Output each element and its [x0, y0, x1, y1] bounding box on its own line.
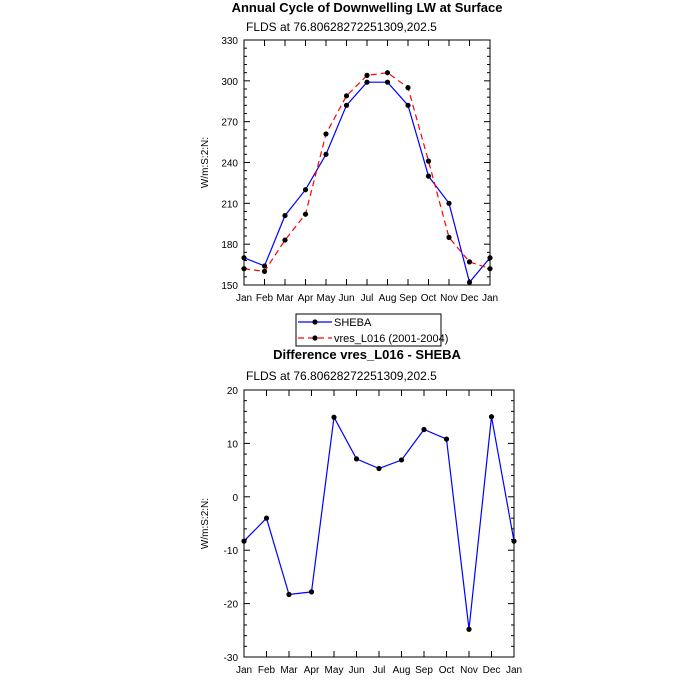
x-tick-label: Jan [236, 665, 252, 676]
x-tick-label: Oct [421, 293, 437, 304]
x-tick-label: Jun [348, 665, 364, 676]
series-line-1 [243, 415, 515, 630]
x-tick-label: Dec [461, 293, 479, 304]
data-point [384, 70, 391, 76]
x-tick-label: Oct [439, 665, 455, 676]
y-tick-label: -10 [224, 546, 239, 557]
x-tick-label: Dec [483, 665, 501, 676]
data-point [466, 259, 473, 265]
data-point [425, 158, 432, 164]
y-tick-label: 180 [221, 240, 238, 251]
y-tick-label: 10 [227, 439, 239, 450]
x-tick-label: May [325, 665, 344, 676]
data-point [443, 436, 450, 442]
data-point [282, 212, 288, 219]
data-point [487, 255, 493, 261]
x-tick-label: Jun [338, 293, 354, 304]
legend-box [295, 313, 442, 347]
chart-2: Difference vres_L016 - SHEBA FLDS at 76.8… [200, 347, 522, 676]
chart-subtitle: FLDS at 76.80628272251309,202.5 [246, 369, 437, 383]
data-point [308, 589, 315, 595]
x-tick-label: Apr [298, 293, 314, 304]
legend-label: SHEBA [334, 317, 372, 329]
x-tick-label: Mar [276, 293, 294, 304]
data-point [364, 79, 370, 85]
data-point [421, 426, 427, 433]
data-point [343, 93, 350, 99]
data-point [261, 268, 268, 274]
chart-title: Annual Cycle of Downwelling LW at Surfac… [232, 0, 503, 15]
data-point [302, 187, 309, 193]
series-line-1 [243, 81, 491, 284]
data-point [323, 151, 329, 157]
y-tick-label: 20 [227, 386, 239, 397]
data-point [331, 414, 337, 420]
data-point [343, 102, 350, 108]
data-point [384, 79, 391, 85]
data-point [405, 102, 411, 108]
legend-marker [312, 319, 318, 325]
y-tick-label: 240 [221, 159, 238, 170]
chart-1: Annual Cycle of Downwelling LW at Surfac… [200, 0, 503, 347]
x-tick-label: Aug [379, 293, 397, 304]
data-point [353, 456, 360, 462]
data-point [405, 85, 411, 91]
data-point [487, 266, 493, 272]
data-point [241, 255, 247, 261]
plot-frame [243, 389, 515, 658]
y-axis-label: W/m:S:2:N: [200, 137, 211, 188]
data-point [446, 200, 452, 206]
chart-subtitle: FLDS at 76.80628272251309,202.5 [246, 20, 437, 34]
data-point [466, 279, 473, 285]
y-tick-label: -30 [224, 653, 239, 664]
x-tick-label: Jul [373, 665, 386, 676]
x-tick-label: Sep [399, 293, 417, 304]
legend-marker [312, 335, 318, 341]
data-point [364, 72, 370, 78]
data-point [263, 515, 270, 521]
x-tick-label: Mar [280, 665, 298, 676]
y-tick-label: 330 [221, 36, 238, 47]
x-tick-label: Feb [258, 665, 276, 676]
y-axis-label: W/m:S:2:N: [200, 498, 211, 549]
series-line-2 [243, 72, 491, 273]
x-tick-label: Nov [460, 665, 478, 676]
y-tick-label: 300 [221, 77, 238, 88]
data-point [241, 266, 247, 272]
data-point [241, 538, 247, 544]
data-point [286, 591, 292, 598]
data-point [302, 211, 309, 217]
x-tick-label: Jan [506, 665, 522, 676]
data-point [398, 457, 405, 463]
data-point [466, 626, 472, 632]
data-point [511, 538, 517, 544]
x-tick-label: Apr [304, 665, 320, 676]
x-tick-label: May [317, 293, 336, 304]
y-tick-label: 210 [221, 199, 238, 210]
x-tick-label: Jan [482, 293, 498, 304]
y-tick-label: 270 [221, 118, 238, 129]
x-tick-label: Feb [256, 293, 274, 304]
legend: SHEBA vres_L016 (2001-2004) [295, 313, 448, 347]
data-point [376, 465, 382, 472]
y-tick-label: -20 [224, 600, 239, 611]
x-tick-label: Jan [236, 293, 252, 304]
x-tick-label: Aug [393, 665, 411, 676]
legend-label: vres_L016 (2001-2004) [334, 333, 448, 345]
x-tick-label: Jul [361, 293, 374, 304]
y-tick-label: 150 [221, 281, 238, 292]
x-tick-label: Nov [440, 293, 458, 304]
data-point [446, 234, 452, 240]
y-tick-label: 0 [232, 493, 238, 504]
data-point [488, 414, 495, 420]
chart-title: Difference vres_L016 - SHEBA [273, 347, 461, 362]
data-point [282, 237, 288, 243]
data-point [323, 131, 329, 137]
data-point [261, 263, 268, 269]
x-tick-label: Sep [415, 665, 433, 676]
data-point [425, 173, 432, 179]
